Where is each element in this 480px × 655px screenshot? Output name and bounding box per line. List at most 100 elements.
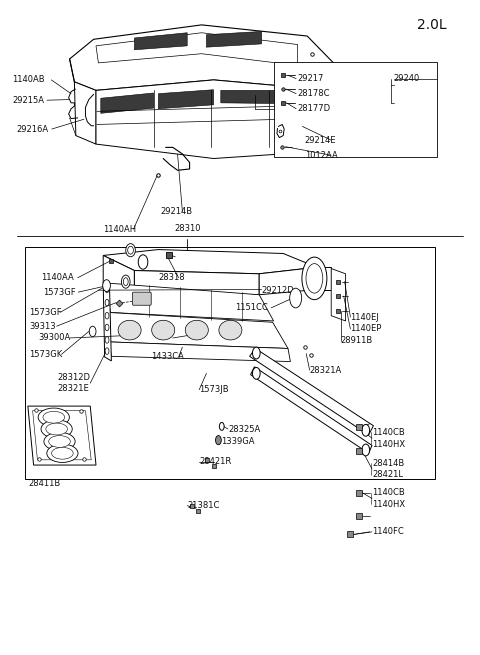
Text: 1012AA: 1012AA [305, 151, 337, 160]
Polygon shape [33, 411, 91, 460]
Polygon shape [96, 33, 298, 66]
Text: 28421L: 28421L [372, 470, 403, 479]
Ellipse shape [103, 280, 110, 291]
Ellipse shape [362, 424, 370, 436]
Text: 1140FC: 1140FC [372, 527, 404, 536]
Polygon shape [101, 93, 154, 113]
Ellipse shape [152, 320, 175, 340]
Ellipse shape [118, 320, 141, 340]
Ellipse shape [306, 264, 323, 293]
Polygon shape [331, 269, 346, 321]
Text: 1151CC: 1151CC [235, 303, 268, 312]
Polygon shape [317, 267, 331, 290]
Text: 28310: 28310 [174, 224, 201, 233]
Text: 1140EP: 1140EP [350, 324, 382, 333]
Text: 28321A: 28321A [310, 365, 342, 375]
Ellipse shape [362, 444, 370, 456]
Ellipse shape [105, 286, 109, 293]
Text: 29215A: 29215A [12, 96, 44, 105]
Text: 28911B: 28911B [341, 336, 373, 345]
Polygon shape [206, 31, 262, 47]
Text: 29214B: 29214B [161, 207, 193, 216]
Ellipse shape [89, 326, 96, 337]
Text: 1140AA: 1140AA [41, 273, 73, 282]
Polygon shape [108, 312, 288, 348]
Text: 1339GA: 1339GA [221, 437, 254, 446]
Text: 28414B: 28414B [372, 458, 404, 468]
Text: 39300A: 39300A [38, 333, 71, 343]
Ellipse shape [216, 436, 221, 445]
Ellipse shape [105, 348, 109, 354]
Polygon shape [96, 80, 331, 159]
Polygon shape [106, 283, 274, 321]
Text: 1140HX: 1140HX [372, 500, 405, 509]
Text: 1140CB: 1140CB [372, 428, 405, 437]
Text: 29216A: 29216A [17, 124, 49, 134]
Polygon shape [259, 267, 317, 295]
Ellipse shape [219, 320, 242, 340]
Ellipse shape [46, 423, 67, 435]
Polygon shape [250, 348, 373, 435]
Text: 28411B: 28411B [29, 479, 61, 488]
Bar [274, 62, 437, 157]
Text: 29214E: 29214E [305, 136, 336, 145]
Ellipse shape [123, 278, 128, 286]
Text: 1140HX: 1140HX [372, 440, 405, 449]
Ellipse shape [252, 367, 260, 379]
Text: 1573GF: 1573GF [29, 308, 61, 317]
Polygon shape [103, 255, 134, 293]
Text: 1433CA: 1433CA [151, 352, 184, 362]
Text: 1573GK: 1573GK [29, 350, 62, 359]
Polygon shape [134, 271, 259, 295]
Ellipse shape [121, 275, 130, 288]
Text: 1573GF: 1573GF [43, 288, 76, 297]
Text: 28318: 28318 [158, 273, 185, 282]
Ellipse shape [41, 420, 72, 438]
Polygon shape [103, 283, 111, 361]
Ellipse shape [44, 432, 75, 451]
Ellipse shape [128, 246, 133, 254]
Polygon shape [74, 82, 96, 144]
Ellipse shape [43, 411, 64, 423]
Bar [25, 247, 435, 479]
Text: 39313: 39313 [29, 322, 55, 331]
Ellipse shape [52, 447, 73, 459]
Text: 28421R: 28421R [199, 457, 231, 466]
Polygon shape [109, 342, 290, 362]
FancyBboxPatch shape [132, 292, 151, 305]
Text: 1140EJ: 1140EJ [350, 312, 379, 322]
Text: 28177D: 28177D [298, 104, 331, 113]
Ellipse shape [302, 257, 327, 300]
Text: 28321E: 28321E [58, 384, 89, 393]
Ellipse shape [185, 320, 208, 340]
Ellipse shape [105, 337, 109, 343]
Polygon shape [70, 25, 336, 90]
Ellipse shape [138, 255, 148, 269]
Ellipse shape [126, 244, 135, 257]
Text: 1140CB: 1140CB [372, 488, 405, 497]
Text: 1140AH: 1140AH [103, 225, 136, 234]
Text: 1140AB: 1140AB [12, 75, 45, 84]
Text: 28325A: 28325A [228, 424, 260, 434]
Ellipse shape [219, 422, 224, 430]
Polygon shape [158, 90, 214, 109]
Polygon shape [251, 367, 372, 453]
Polygon shape [134, 33, 187, 50]
Ellipse shape [290, 288, 302, 308]
Text: 28312D: 28312D [58, 373, 91, 383]
Text: 2.0L: 2.0L [417, 18, 446, 31]
Text: 28178C: 28178C [298, 89, 330, 98]
Ellipse shape [49, 436, 70, 447]
Ellipse shape [105, 312, 109, 319]
Polygon shape [28, 406, 96, 465]
Text: 29240: 29240 [394, 74, 420, 83]
Ellipse shape [105, 299, 109, 306]
Text: 21381C: 21381C [187, 501, 219, 510]
Text: 1573JB: 1573JB [199, 385, 229, 394]
Ellipse shape [252, 347, 260, 359]
Text: 29217: 29217 [298, 74, 324, 83]
Polygon shape [103, 250, 317, 274]
Text: 29212D: 29212D [262, 286, 294, 295]
Ellipse shape [38, 408, 69, 426]
Polygon shape [221, 90, 276, 103]
